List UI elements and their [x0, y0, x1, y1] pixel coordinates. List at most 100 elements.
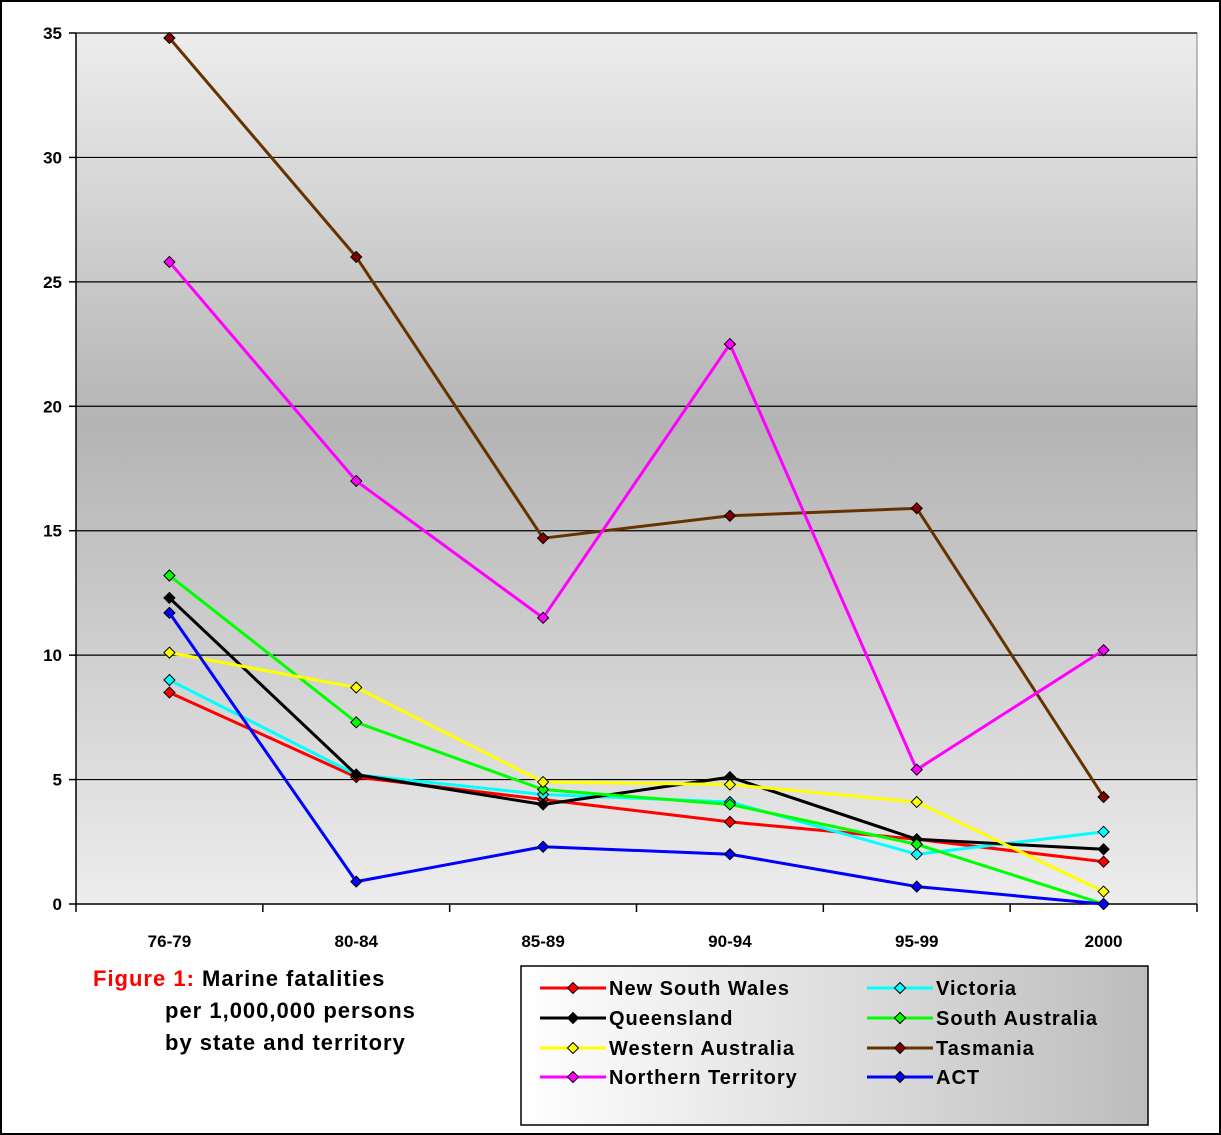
data-point — [536, 611, 550, 625]
data-point — [163, 255, 176, 269]
data-point — [163, 606, 176, 620]
legend-label: Western Australia — [609, 1038, 795, 1060]
data-point — [350, 250, 363, 264]
data-point — [723, 337, 737, 351]
legend-label: New South Wales — [609, 978, 790, 1000]
data-point — [910, 848, 923, 861]
legend-item: South Australia — [867, 1008, 1098, 1030]
legend-item: Northern Territory — [540, 1067, 798, 1089]
data-point — [723, 815, 737, 829]
legend-marker — [893, 981, 907, 995]
data-point — [1097, 855, 1110, 868]
x-tick-label: 90-94 — [708, 932, 752, 951]
series-western-australia — [163, 646, 1110, 898]
data-point — [1097, 885, 1110, 898]
y-tick-label: 30 — [43, 148, 62, 167]
data-point — [163, 31, 176, 45]
data-point — [1097, 843, 1110, 856]
data-point — [536, 783, 550, 796]
y-tick-label: 10 — [43, 646, 62, 665]
series-line — [168, 260, 1105, 772]
data-point — [163, 686, 176, 699]
legend-marker — [893, 1011, 907, 1025]
x-tick-label: 85-89 — [521, 932, 564, 951]
x-tick-label: 95-99 — [895, 932, 938, 951]
grid-lines — [76, 32, 1197, 781]
series-northern-territory — [163, 255, 1110, 776]
y-tick-label: 0 — [53, 895, 62, 914]
data-point — [723, 509, 737, 522]
data-point — [350, 474, 363, 488]
data-point — [350, 681, 363, 694]
data-point — [723, 778, 737, 791]
y-axis: 0 5 10 15 20 25 30 35 — [43, 24, 77, 914]
series-tasmania — [163, 31, 1110, 804]
data-point — [536, 840, 550, 853]
data-point — [723, 848, 737, 861]
data-point — [350, 716, 363, 729]
x-axis: 76-79 80-84 85-89 90-94 95-99 2000 — [75, 903, 1198, 951]
series-act — [163, 606, 1110, 911]
legend-label: Victoria — [936, 978, 1017, 1000]
series-line — [168, 37, 1105, 798]
data-point — [350, 768, 363, 781]
y-tick-label: 35 — [43, 24, 62, 43]
legend-marker — [893, 1070, 907, 1084]
data-point — [163, 673, 176, 687]
data-point — [1097, 825, 1110, 839]
series-layer — [163, 31, 1110, 911]
series-line — [168, 611, 1104, 906]
legend-item: ACT — [867, 1067, 980, 1089]
data-point — [910, 838, 923, 851]
data-point — [910, 763, 923, 776]
caption-line-2: per 1,000,000 persons — [165, 998, 416, 1023]
data-point — [910, 880, 923, 893]
legend-item: Queensland — [540, 1008, 733, 1030]
legend: New South Wales Victoria Queensland South A… — [520, 965, 1149, 1126]
caption-lead: Figure 1: — [93, 966, 195, 991]
legend-marker — [566, 1070, 580, 1084]
legend-label: Queensland — [609, 1008, 733, 1030]
data-point — [536, 531, 550, 545]
x-tick-label: 76-79 — [148, 932, 191, 951]
y-tick-label: 5 — [53, 771, 62, 790]
data-point — [910, 795, 923, 809]
legend-box — [520, 965, 1149, 1126]
data-point — [1097, 897, 1110, 911]
legend-item: Victoria — [867, 978, 1017, 1000]
series-line — [168, 691, 1104, 864]
data-point — [910, 502, 923, 515]
data-point — [1097, 790, 1110, 804]
plot-area — [75, 32, 1198, 905]
y-tick-label: 15 — [43, 522, 62, 541]
legend-item: Western Australia — [540, 1038, 795, 1060]
y-tick-label: 25 — [43, 273, 62, 292]
legend-label: ACT — [936, 1067, 980, 1089]
legend-marker — [893, 1041, 907, 1055]
data-point — [163, 591, 176, 605]
caption-line-3: by state and territory — [165, 1030, 406, 1055]
legend-item: Tasmania — [867, 1038, 1035, 1060]
legend-label: Tasmania — [936, 1038, 1035, 1060]
series-line — [169, 651, 1105, 893]
series-line — [168, 596, 1104, 851]
x-tick-label: 80-84 — [335, 932, 379, 951]
data-point — [163, 646, 176, 659]
caption-line-1: Marine fatalities — [202, 966, 386, 991]
legend-label: South Australia — [936, 1008, 1098, 1030]
data-point — [1097, 643, 1110, 657]
legend-marker — [566, 1041, 580, 1055]
y-tick-label: 20 — [43, 397, 62, 416]
legend-marker — [566, 1011, 580, 1025]
data-point — [536, 775, 550, 789]
legend-label: Northern Territory — [609, 1067, 798, 1089]
data-point — [350, 875, 363, 888]
x-tick-label: 2000 — [1085, 932, 1123, 951]
data-point — [723, 798, 737, 811]
series-line — [168, 574, 1105, 906]
legend-marker — [566, 981, 580, 995]
figure-caption: Figure 1: Marine fatalities per 1,000,00… — [93, 963, 416, 1059]
legend-item: New South Wales — [540, 978, 790, 1000]
data-point — [163, 569, 176, 582]
